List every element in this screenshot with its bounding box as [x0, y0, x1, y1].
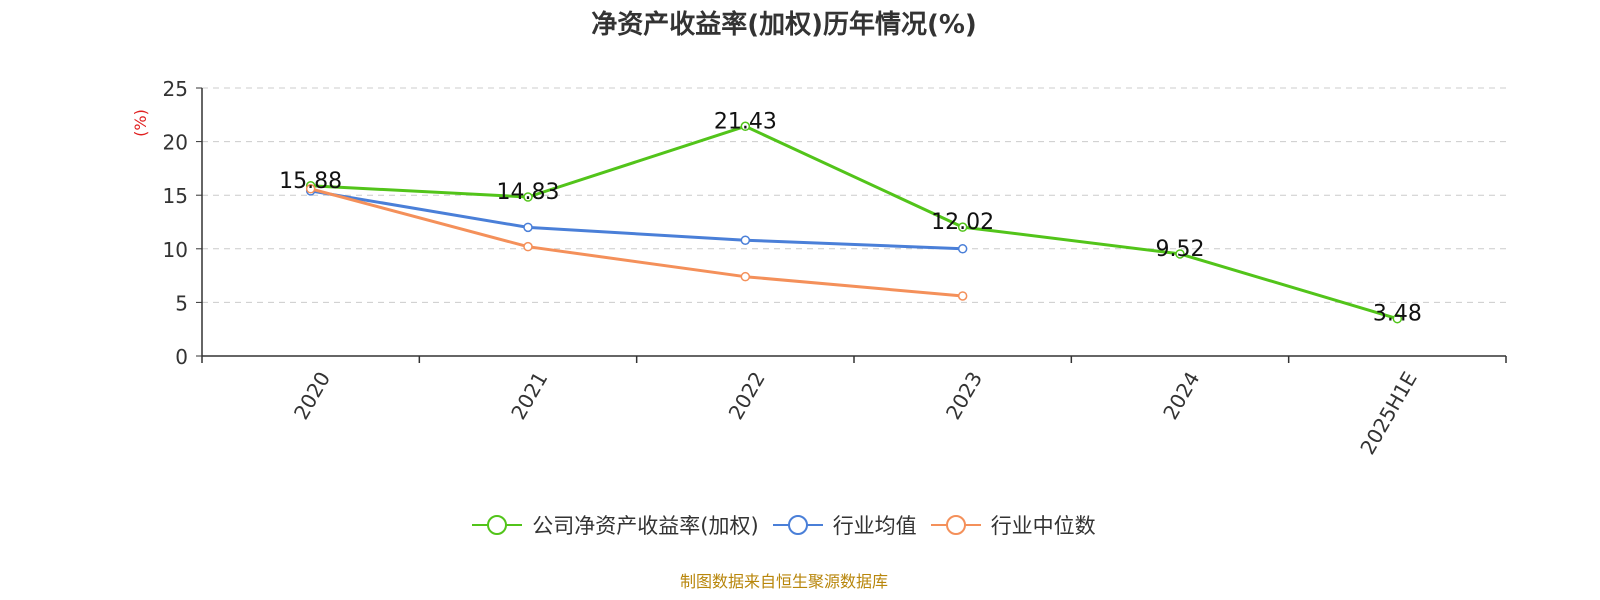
series — [305, 121, 1403, 324]
series-point-2 — [523, 241, 533, 252]
legend-label: 行业中位数 — [990, 514, 1096, 538]
series-line-0 — [310, 124, 1398, 321]
legend: 公司净资产收益率(加权) 行业均值 行业中位数 — [0, 510, 1568, 540]
axes: 0 5 10 15 20 25 2020 2021 2022 2023 2024 2025H1E — [163, 77, 1507, 459]
data-labels: 15.88 14.83 21.43 12.02 9.52 3.48 — [279, 109, 1422, 326]
legend-label: 行业均值 — [832, 514, 917, 538]
line-chart: 0 5 10 15 20 25 2020 2021 2022 2023 2024 2025H1E (%… — [131, 77, 1507, 459]
legend-marker — [945, 515, 966, 535]
x-tick-label: 2021 — [506, 368, 552, 424]
series-line-1 — [310, 189, 963, 251]
y-tick-label: 25 — [163, 77, 188, 101]
series-point-0 — [1175, 249, 1185, 259]
series-point-0 — [1392, 313, 1403, 324]
y-tick-label: 5 — [175, 291, 188, 315]
data-label: 9.52 — [1156, 237, 1205, 262]
legend-swatch-icon — [772, 515, 823, 535]
y-tick-label: 0 — [175, 345, 188, 369]
data-label: 3.48 — [1373, 302, 1422, 327]
x-tick-label: 2020 — [289, 368, 335, 424]
legend-item-2[interactable]: 行业中位数 — [930, 510, 1096, 540]
y-axis-label: (%) — [131, 109, 150, 137]
series-line-2 — [310, 187, 963, 298]
legend-marker — [787, 515, 808, 535]
series-point-1 — [523, 222, 533, 233]
series-point-0 — [957, 222, 968, 232]
data-label: 14.83 — [497, 180, 560, 205]
gridlines — [202, 87, 1506, 303]
series-point-0 — [523, 192, 533, 202]
legend-item-1[interactable]: 行业均值 — [772, 510, 917, 540]
legend-swatch-icon — [930, 515, 981, 535]
chart-title: 净资产收益率(加权)历年情况(%) — [591, 10, 977, 40]
series-point-2 — [957, 291, 968, 301]
y-tick-label: 20 — [163, 131, 188, 155]
x-tick-label: 2022 — [724, 368, 770, 424]
series-point-0 — [740, 121, 751, 132]
x-tick-label: 2025H1E — [1355, 368, 1421, 459]
series-point-2 — [740, 271, 751, 282]
y-tick-label: 15 — [163, 184, 188, 208]
legend-label: 公司净资产收益率(加权) — [532, 514, 759, 538]
legend-item-0[interactable]: 公司净资产收益率(加权) — [472, 510, 759, 540]
series-point-2 — [305, 184, 316, 194]
legend-swatch-icon — [472, 515, 523, 535]
source-note: 制图数据来自恒生聚源数据库 — [679, 572, 888, 591]
data-label: 21.43 — [714, 109, 777, 134]
legend-marker — [487, 515, 508, 535]
y-tick-label: 10 — [163, 238, 188, 262]
x-tick-label: 2023 — [941, 368, 987, 424]
data-label: 15.88 — [279, 169, 342, 194]
data-label: 12.02 — [931, 210, 994, 235]
series-point-1 — [957, 244, 968, 254]
series-point-1 — [740, 235, 751, 245]
x-tick-label: 2024 — [1158, 368, 1204, 424]
